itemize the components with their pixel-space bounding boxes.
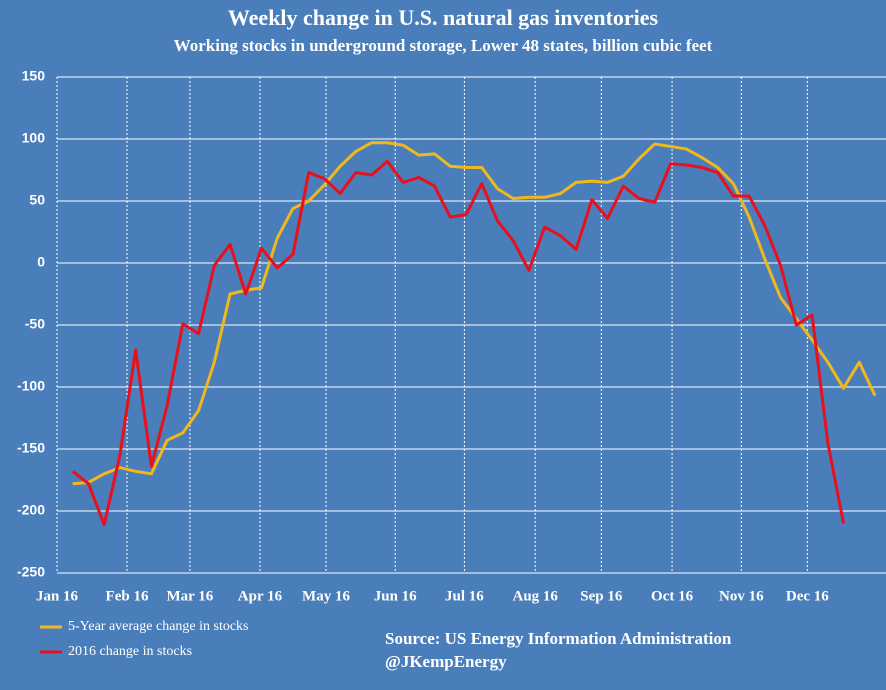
x-tick-label: Jan 16 bbox=[36, 588, 79, 604]
x-tick-label: Jun 16 bbox=[374, 588, 417, 604]
y-tick-label: -250 bbox=[17, 564, 45, 580]
chart-subtitle: Working stocks in underground storage, L… bbox=[174, 36, 713, 55]
y-tick-label: 0 bbox=[37, 254, 45, 270]
x-tick-label: Jul 16 bbox=[445, 588, 484, 604]
x-tick-label: May 16 bbox=[302, 588, 350, 604]
x-tick-label: Nov 16 bbox=[719, 588, 764, 604]
series-line bbox=[72, 141, 877, 486]
y-tick-label: 50 bbox=[29, 192, 45, 208]
y-tick-label: -200 bbox=[17, 502, 45, 518]
y-tick-label: -50 bbox=[25, 316, 45, 332]
y-tick-label: -100 bbox=[17, 378, 45, 394]
x-tick-label: Dec 16 bbox=[786, 588, 829, 604]
source: Source: US Energy Information Administra… bbox=[385, 629, 732, 648]
series-line bbox=[71, 159, 846, 527]
x-tick-label: Oct 16 bbox=[651, 588, 694, 604]
chart-title: Weekly change in U.S. natural gas invent… bbox=[228, 5, 659, 30]
y-tick-label: -150 bbox=[17, 440, 45, 456]
x-tick-label: Apr 16 bbox=[238, 588, 283, 604]
x-tick-label: Mar 16 bbox=[167, 588, 214, 604]
x-tick-label: Aug 16 bbox=[512, 588, 558, 604]
y-tick-label: 100 bbox=[22, 130, 46, 146]
credit: @JKempEnergy bbox=[385, 652, 507, 671]
legend-label: 5-Year average change in stocks bbox=[68, 619, 249, 634]
legend-label: 2016 change in stocks bbox=[68, 644, 192, 659]
x-tick-label: Feb 16 bbox=[106, 588, 149, 604]
x-tick-label: Sep 16 bbox=[580, 588, 623, 604]
y-tick-label: 150 bbox=[22, 68, 46, 84]
